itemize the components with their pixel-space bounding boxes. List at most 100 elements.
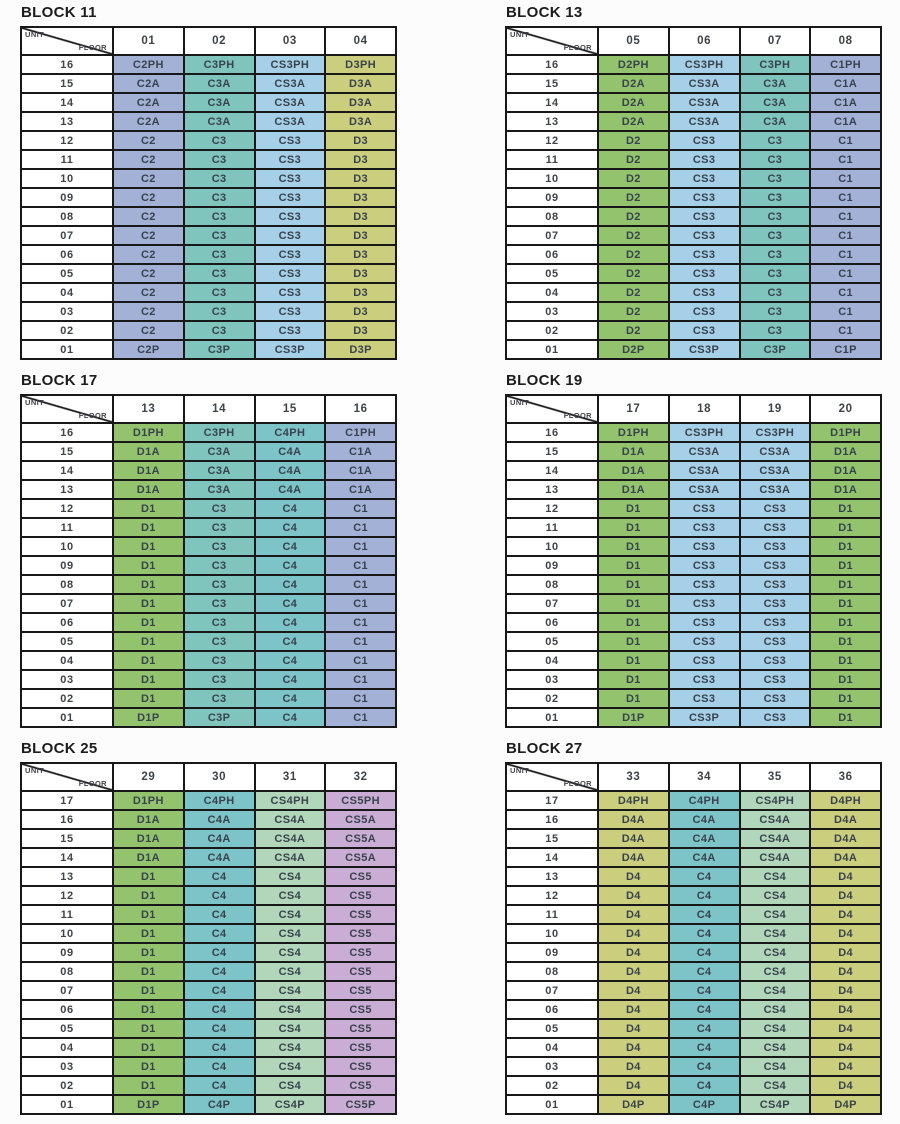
unit-type-cell: CS3A: [738, 460, 812, 481]
floor-row: 15 D4A C4A CS4A D4A: [505, 828, 882, 849]
unit-type-cell: D4: [597, 1056, 670, 1077]
floor-row: 01 D1P C4P CS4P CS5P: [20, 1094, 397, 1115]
unit-type-cell: D1A: [112, 847, 185, 868]
unit-type-cell: D1A: [112, 479, 185, 500]
unit-type-cell: C3: [738, 149, 812, 170]
unit-type-cell: C3: [738, 130, 812, 151]
unit-type-cell: C1: [809, 168, 882, 189]
unit-type-cell: CS4: [738, 866, 812, 887]
unit-type-cell: CS4: [253, 1018, 327, 1039]
unit-type-cell: CS5: [324, 980, 397, 1001]
unit-type-cell: CS4PH: [253, 790, 327, 811]
unit-type-cell: CS3: [253, 168, 327, 189]
unit-type-cell: CS3: [738, 612, 812, 633]
floor-row: 03 D1 CS3 CS3 D1: [505, 669, 882, 690]
floor-row: 04 D4 C4 CS4 D4: [505, 1037, 882, 1058]
floor-cell: 15: [505, 73, 599, 94]
floor-cell: 03: [505, 301, 599, 322]
floor-cell: 11: [20, 904, 114, 925]
floor-row: 03 D4 C4 CS4 D4: [505, 1056, 882, 1077]
unit-floor-corner-header: UNIT FLOOR: [20, 762, 114, 792]
floor-row: 08 D1 C3 C4 C1: [20, 574, 397, 595]
floor-cell: 15: [505, 441, 599, 462]
unit-floor-corner-header: UNIT FLOOR: [505, 394, 599, 424]
floor-row: 14 D1A C4A CS4A CS5A: [20, 847, 397, 868]
unit-type-cell: C4: [182, 866, 256, 887]
unit-type-cell: CS5P: [324, 1094, 397, 1115]
floor-cell: 03: [20, 301, 114, 322]
unit-type-cell: CS3A: [667, 73, 741, 94]
unit-type-cell: D2: [597, 301, 670, 322]
unit-type-cell: C1: [809, 301, 882, 322]
unit-type-cell: C3: [182, 263, 256, 284]
unit-type-cell: D1: [112, 688, 185, 709]
unit-column-header: 36: [809, 762, 882, 792]
floor-cell: 07: [505, 225, 599, 246]
floor-cell: 02: [20, 320, 114, 341]
unit-type-cell: D4: [809, 1018, 882, 1039]
unit-type-cell: D4: [597, 885, 670, 906]
unit-type-cell: D1P: [112, 707, 185, 728]
unit-type-cell: C3P: [182, 339, 256, 360]
floor-cell: 09: [505, 187, 599, 208]
floor-cell: 13: [20, 866, 114, 887]
unit-type-cell: C3: [738, 263, 812, 284]
unit-type-cell: D4: [597, 904, 670, 925]
floor-cell: 08: [505, 206, 599, 227]
unit-type-cell: D3: [324, 187, 397, 208]
unit-type-cell: D1: [112, 961, 185, 982]
unit-type-cell: D3A: [324, 92, 397, 113]
unit-type-cell: CS3: [738, 593, 812, 614]
unit-type-cell: D1: [112, 536, 185, 557]
unit-type-cell: CS4: [253, 942, 327, 963]
unit-type-cell: D1: [809, 612, 882, 633]
floor-cell: 15: [20, 73, 114, 94]
unit-type-cell: D4: [597, 1075, 670, 1096]
unit-type-cell: C4: [253, 631, 327, 652]
floor-row: 07 D1 C3 C4 C1: [20, 593, 397, 614]
diagonal-divider-line: [23, 765, 111, 789]
unit-type-cell: C1: [324, 650, 397, 671]
floor-cell: 16: [20, 54, 114, 75]
unit-type-cell: C4: [253, 593, 327, 614]
unit-type-cell: C3A: [738, 111, 812, 132]
floor-row: 10 D2 CS3 C3 C1: [505, 168, 882, 189]
unit-type-cell: C2: [112, 149, 185, 170]
unit-type-cell: C1: [809, 206, 882, 227]
unit-type-cell: D1: [112, 650, 185, 671]
unit-type-cell: C1A: [809, 111, 882, 132]
floor-row: 12 D1 C3 C4 C1: [20, 498, 397, 519]
floor-row: 10 D1 C4 CS4 CS5: [20, 923, 397, 944]
unit-type-cell: CS4A: [253, 809, 327, 830]
unit-type-cell: D1PH: [112, 790, 185, 811]
floor-row: 10 D4 C4 CS4 D4: [505, 923, 882, 944]
unit-type-cell: D3: [324, 263, 397, 284]
unit-type-cell: D4: [809, 980, 882, 1001]
unit-type-cell: C1PH: [324, 422, 397, 443]
floor-row: 15 D1A CS3A CS3A D1A: [505, 441, 882, 462]
unit-type-cell: CS5: [324, 942, 397, 963]
unit-type-cell: CS3PH: [738, 422, 812, 443]
unit-type-cell: C2: [112, 301, 185, 322]
unit-type-cell: C4P: [182, 1094, 256, 1115]
unit-type-cell: D1: [597, 593, 670, 614]
unit-type-cell: D3P: [324, 339, 397, 360]
unit-type-cell: D4: [597, 1018, 670, 1039]
unit-type-cell: C4A: [182, 809, 256, 830]
unit-type-cell: CS5: [324, 999, 397, 1020]
unit-type-cell: D4: [809, 999, 882, 1020]
unit-type-cell: D1: [597, 631, 670, 652]
unit-type-cell: D3: [324, 320, 397, 341]
unit-type-cell: CS3A: [253, 111, 327, 132]
floor-cell: 07: [20, 593, 114, 614]
unit-type-cell: CS3: [738, 517, 812, 538]
unit-type-cell: C4: [253, 536, 327, 557]
unit-type-cell: CS3PH: [253, 54, 327, 75]
unit-type-cell: CS3PH: [667, 422, 741, 443]
unit-type-cell: D1A: [809, 479, 882, 500]
unit-type-cell: C2: [112, 168, 185, 189]
unit-type-cell: C3: [182, 168, 256, 189]
unit-column-header: 29: [112, 762, 185, 792]
floor-row: 06 C2 C3 CS3 D3: [20, 244, 397, 265]
floor-row: 14 D4A C4A CS4A D4A: [505, 847, 882, 868]
